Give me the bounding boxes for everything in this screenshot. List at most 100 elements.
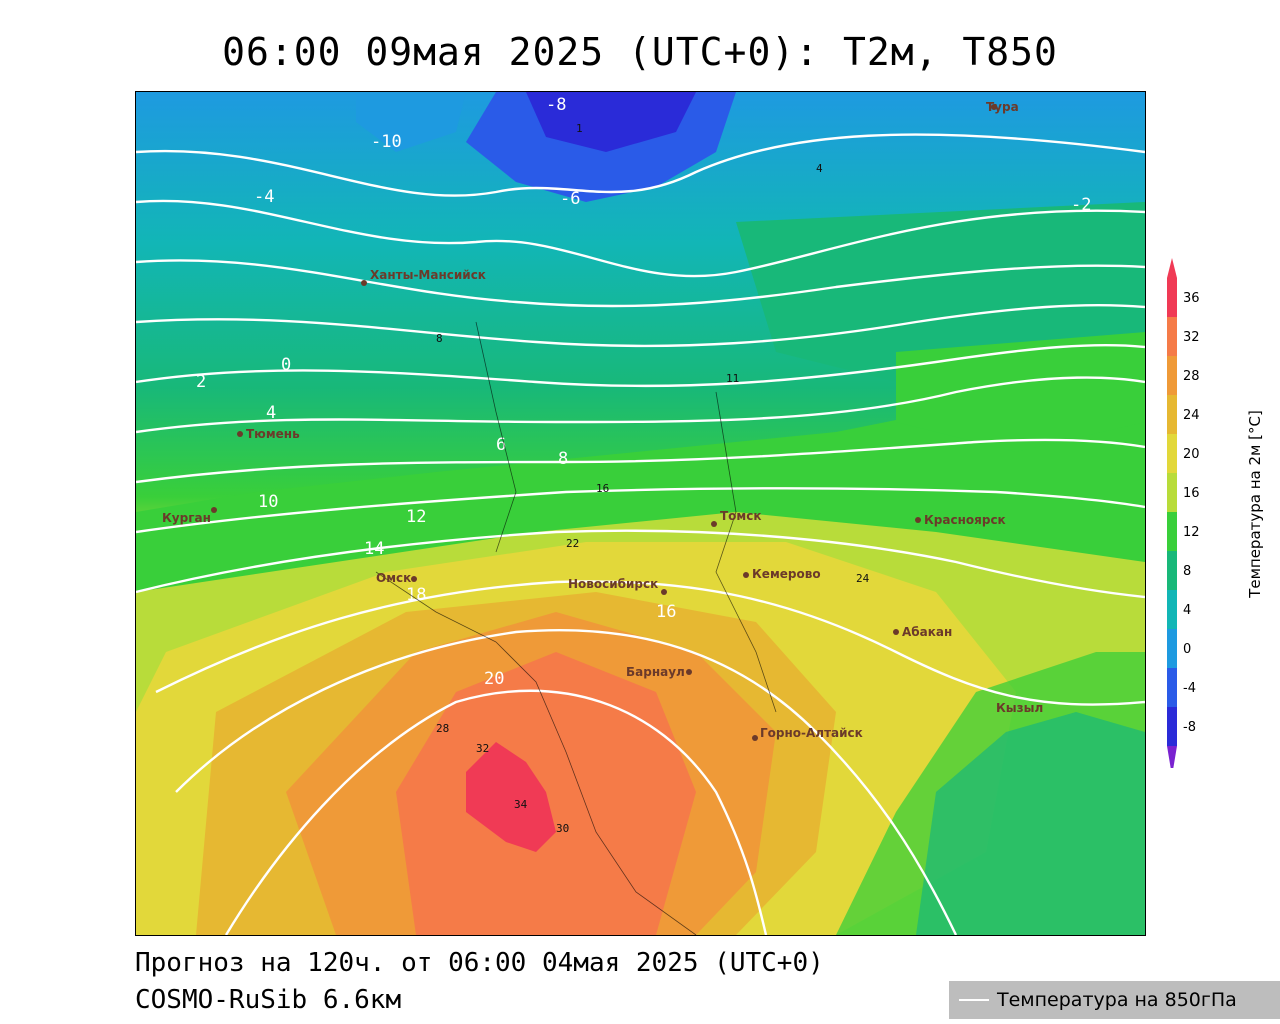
isotherm-label: 16	[656, 602, 676, 622]
city-label: Барнаул	[626, 665, 685, 679]
cool-region-nw	[356, 92, 466, 152]
colorbar-segment	[1167, 629, 1177, 668]
temperature-value: 11	[726, 372, 739, 385]
colorbar-segment	[1167, 395, 1177, 434]
colorbar-tick-label: 0	[1183, 642, 1192, 657]
isotherm-label: -6	[560, 189, 580, 209]
colorbar-title-text: Температура на 2м [°C]	[1246, 410, 1264, 598]
colorbar-segments	[1167, 258, 1177, 776]
isotherm-label: 4	[266, 403, 276, 423]
colorbar-tick-label: 28	[1183, 369, 1200, 384]
isotherm-label: 2	[196, 372, 206, 392]
colorbar-segment	[1167, 356, 1177, 395]
city-marker	[411, 576, 417, 582]
city-label: Ханты-Мансийск	[370, 268, 486, 282]
city-label: Тюмень	[246, 427, 300, 441]
green-belt	[136, 372, 1145, 612]
city-marker	[991, 104, 997, 110]
temperature-value: 22	[566, 537, 579, 550]
isotherm-label: 14	[364, 539, 384, 559]
colorbar-segment	[1167, 317, 1177, 356]
isotherm-label: 0	[281, 355, 291, 375]
city-marker	[743, 572, 749, 578]
colorbar-segment	[1167, 512, 1177, 551]
colorbar-segment	[1167, 278, 1177, 317]
isotherm-label: -10	[371, 132, 402, 152]
colorbar-arrow-bottom	[1167, 746, 1177, 776]
colorbar-arrow-top	[1167, 258, 1177, 278]
isotherms-850	[136, 133, 1145, 935]
hot-core-region	[466, 742, 556, 852]
temperature-value: 4	[816, 162, 823, 175]
city-label: Курган	[162, 511, 211, 525]
colorbar-segment	[1167, 473, 1177, 512]
temperature-value: 8	[436, 332, 443, 345]
colorbar-tick-label: 16	[1183, 486, 1200, 501]
temperature-value: 32	[476, 742, 489, 755]
green-region-east	[896, 332, 1145, 452]
isotherm-label: -8	[546, 95, 566, 115]
city-marker	[211, 507, 217, 513]
city-marker	[361, 280, 367, 286]
isotherm-label: 18	[406, 585, 426, 605]
map-title: 06:00 09мая 2025 (UTC+0): T2м, T850	[222, 30, 1058, 74]
colorbar-segment	[1167, 707, 1177, 746]
city-marker	[711, 521, 717, 527]
city-marker	[237, 431, 243, 437]
region-borders	[375, 321, 777, 935]
model-name: COSMO-RuSib 6.6км	[135, 985, 402, 1015]
isotherm-labels: -10 -8 -6 -4 -2 0 2 4 6 8 10 12 14 16 18…	[196, 95, 1091, 689]
isotherm-label: 20	[484, 669, 504, 689]
isotherm-label: 12	[406, 507, 426, 527]
isotherm-legend: Температура на 850гПа	[949, 981, 1280, 1019]
city-label: Красноярск	[924, 513, 1006, 527]
colorbar-segment	[1167, 551, 1177, 590]
temperature-value: 24	[856, 572, 870, 585]
colorbar	[1165, 258, 1245, 776]
forecast-info: Прогноз на 120ч. от 06:00 04мая 2025 (UT…	[135, 948, 824, 978]
colorbar-tick-label: 32	[1183, 330, 1200, 345]
city-label: Омск	[376, 571, 411, 585]
colorbar-segment	[1167, 668, 1177, 707]
city-marker	[915, 517, 921, 523]
colorbar-tick-label: 36	[1183, 291, 1200, 306]
city-marker	[752, 735, 758, 741]
city-label: Новосибирск	[568, 577, 658, 591]
city-label: Кызыл	[996, 701, 1043, 715]
colorbar-tick-label: 20	[1183, 447, 1200, 462]
city-label: Абакан	[902, 625, 952, 639]
city-label: Горно-Алтайск	[760, 726, 863, 740]
city-marker	[661, 589, 667, 595]
temperature-value: 16	[596, 482, 609, 495]
colorbar-title: Температура на 2м [°C]	[1245, 355, 1265, 655]
mountain-region-cool	[916, 712, 1145, 935]
isotherm-label: 10	[258, 492, 278, 512]
city-marker	[686, 669, 692, 675]
temperature-value: 34	[514, 798, 528, 811]
cities: Тура Ханты-Мансийск Тюмень Курган Омск Т…	[162, 100, 1043, 741]
city-label: Кемерово	[752, 567, 821, 581]
colorbar-tick-label: -8	[1183, 720, 1196, 735]
temperature-value: 1	[576, 122, 583, 135]
cold-core-region	[526, 92, 696, 152]
isotherm-legend-label: Температура на 850гПа	[997, 989, 1237, 1011]
isotherm-label: 8	[558, 449, 568, 469]
city-marker	[893, 629, 899, 635]
temperature-values: 1 4 8 11 16 22 24 28 30 32 34	[436, 122, 870, 835]
temperature-map: -10 -8 -6 -4 -2 0 2 4 6 8 10 12 14 16 18…	[135, 91, 1146, 936]
colorbar-tick-label: 12	[1183, 525, 1200, 540]
colorbar-segment	[1167, 434, 1177, 473]
isotherm-label: -4	[254, 187, 274, 207]
colorbar-tick-label: -4	[1183, 681, 1196, 696]
city-label: Тура	[986, 100, 1019, 114]
isotherm-label: 6	[496, 435, 506, 455]
colorbar-tick-label: 8	[1183, 564, 1192, 579]
colorbar-tick-label: 4	[1183, 603, 1192, 618]
temperature-value: 30	[556, 822, 569, 835]
city-label: Томск	[720, 509, 762, 523]
temperature-value: 28	[436, 722, 449, 735]
isotherm-legend-line	[959, 999, 989, 1001]
colorbar-segment	[1167, 590, 1177, 629]
colorbar-tick-label: 24	[1183, 408, 1200, 423]
isotherm-label: -2	[1071, 195, 1091, 215]
